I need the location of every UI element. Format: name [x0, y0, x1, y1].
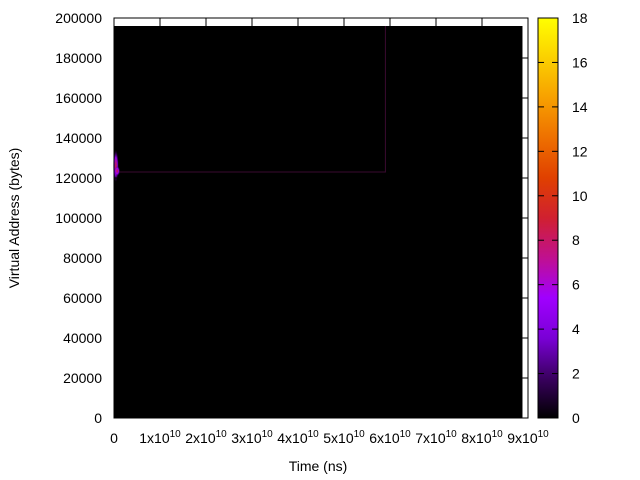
x-tick-label: 8x1010 — [461, 429, 503, 446]
region-outline — [114, 26, 386, 173]
y-tick-label: 160000 — [55, 90, 102, 106]
heatmap-data-fill — [114, 26, 523, 418]
y-tick-label: 80000 — [63, 250, 102, 266]
y-tick-label: 60000 — [63, 290, 102, 306]
y-tick-label: 40000 — [63, 330, 102, 346]
y-tick-label: 140000 — [55, 130, 102, 146]
colorbar-tick-label: 14 — [572, 99, 588, 115]
hotspot — [114, 166, 121, 176]
colorbar-tick-label: 8 — [572, 232, 580, 248]
y-tick-label: 0 — [94, 410, 102, 426]
x-tick-label: 0 — [110, 430, 118, 446]
colorbar-tick-label: 0 — [572, 410, 580, 426]
x-tick-label: 7x1010 — [415, 429, 457, 446]
y-tick-label: 120000 — [55, 170, 102, 186]
x-tick-exponent: 10 — [216, 429, 228, 440]
colorbar — [538, 18, 558, 418]
y-tick-label: 180000 — [55, 50, 102, 66]
x-tick-label: 6x1010 — [369, 429, 411, 446]
x-tick-label: 2x1010 — [185, 429, 227, 446]
x-tick-exponent: 10 — [446, 429, 458, 440]
colorbar-tick-label: 10 — [572, 188, 588, 204]
colorbar-frame — [537, 17, 559, 419]
x-tick-exponent: 10 — [170, 429, 182, 440]
colorbar-tick-label: 18 — [572, 10, 588, 26]
x-tick-label: 9x1010 — [507, 429, 549, 446]
x-axis-label: Time (ns) — [289, 458, 348, 474]
y-axis-label: Virtual Address (bytes) — [6, 148, 22, 289]
colorbar-ticks: 0 2 4 6 8 10 12 14 16 18 — [538, 10, 588, 426]
x-tick-exponent: 10 — [308, 429, 320, 440]
colorbar-tick-label: 16 — [572, 54, 588, 70]
x-tick-exponent: 10 — [492, 429, 504, 440]
x-tick-exponent: 10 — [400, 429, 412, 440]
y-tick-label: 20000 — [63, 370, 102, 386]
y-tick-label: 200000 — [55, 10, 102, 26]
x-tick-exponent: 10 — [262, 429, 274, 440]
colorbar-tick-label: 6 — [572, 277, 580, 293]
x-tick-exponent: 10 — [538, 429, 550, 440]
colorbar-tick-label: 2 — [572, 366, 580, 382]
colorbar-tick-label: 4 — [572, 321, 580, 337]
x-tick-label: 3x1010 — [231, 429, 273, 446]
y-axis-ticks: 0 20000 40000 60000 80000 100000 120000 140000 1… — [55, 10, 528, 426]
x-tick-label: 5x1010 — [323, 429, 365, 446]
x-tick-label: 1x1010 — [139, 429, 181, 446]
x-tick-label: 4x1010 — [277, 429, 319, 446]
y-tick-label: 100000 — [55, 210, 102, 226]
x-tick-exponent: 10 — [354, 429, 366, 440]
x-axis-ticks: 0 1x1010 2x1010 3x1010 4x1010 5x1010 6x1010 7x1… — [110, 18, 549, 446]
colorbar-tick-label: 12 — [572, 143, 588, 159]
